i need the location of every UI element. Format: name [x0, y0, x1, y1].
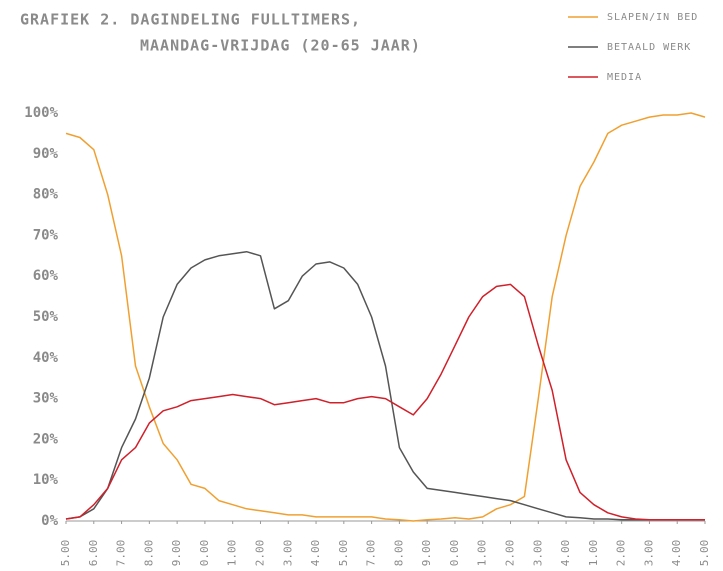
x-tick-label: 5.00	[337, 540, 350, 567]
x-tick-label: 8.00	[142, 540, 155, 567]
x-tick-label: 1.00	[476, 540, 489, 567]
y-tick-label: 60%	[33, 268, 59, 284]
x-tick-label: 4.00	[309, 540, 322, 567]
x-tick-label: 8.00	[392, 540, 405, 567]
chart-title: GRAFIEK 2. DAGINDELING FULLTIMERS,	[20, 11, 361, 29]
legend-label: MEDIA	[607, 72, 642, 83]
x-tick-label: 9.00	[170, 540, 183, 567]
y-tick-label: 70%	[33, 227, 59, 243]
chart-title: MAANDAG-VRIJDAG (20-65 JAAR)	[140, 37, 421, 55]
y-tick-label: 40%	[33, 350, 59, 366]
x-tick-label: 0.00	[448, 540, 461, 567]
y-tick-label: 100%	[24, 105, 58, 121]
x-tick-label: 2.00	[615, 540, 628, 567]
legend-label: BETAALD WERK	[607, 42, 691, 53]
y-tick-label: 30%	[33, 391, 59, 407]
x-tick-label: 2.00	[253, 540, 266, 567]
y-tick-label: 0%	[41, 513, 58, 529]
y-tick-label: 50%	[33, 309, 59, 325]
x-tick-label: 1.00	[226, 540, 239, 567]
y-tick-label: 20%	[33, 431, 59, 447]
y-tick-label: 10%	[33, 472, 59, 488]
x-tick-label: 3.00	[531, 540, 544, 567]
legend-label: SLAPEN/IN BED	[607, 12, 698, 23]
x-tick-label: 4.00	[670, 540, 683, 567]
x-tick-label: 7.00	[365, 540, 378, 567]
y-tick-label: 90%	[33, 146, 59, 162]
x-tick-label: 6.00	[87, 540, 100, 567]
x-tick-label: 7.00	[115, 540, 128, 567]
x-tick-label: 1.00	[587, 540, 600, 567]
x-tick-label: 9.00	[420, 540, 433, 567]
series-line	[65, 112, 706, 522]
x-tick-label: 5.00	[698, 540, 711, 567]
x-tick-label: 3.00	[642, 540, 655, 567]
x-tick-label: 2.00	[504, 540, 517, 567]
series-line	[65, 283, 705, 521]
x-tick-label: 5.00	[59, 540, 72, 567]
x-tick-label: 4.00	[559, 540, 572, 567]
y-tick-label: 80%	[33, 187, 59, 203]
series-line	[65, 250, 705, 521]
x-tick-label: 0.00	[198, 540, 211, 567]
x-tick-label: 3.00	[281, 540, 294, 567]
